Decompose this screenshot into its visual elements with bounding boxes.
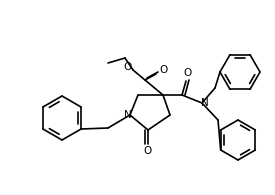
Text: O: O: [144, 146, 152, 156]
Text: N: N: [201, 98, 209, 108]
Text: N: N: [124, 110, 132, 120]
Text: O: O: [159, 65, 167, 75]
Text: O: O: [183, 68, 191, 78]
Text: O: O: [123, 62, 131, 72]
